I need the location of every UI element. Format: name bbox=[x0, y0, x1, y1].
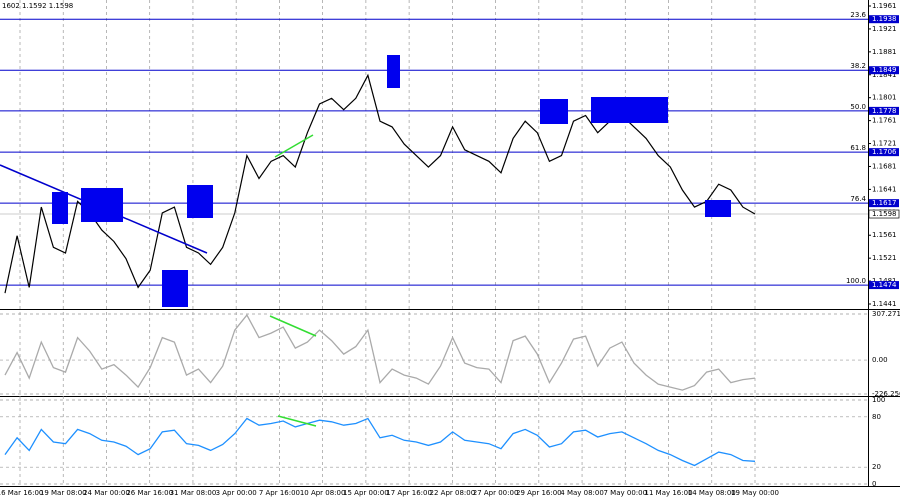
y-tick-label: 307.2712 bbox=[872, 310, 900, 318]
y-tick-label: 1.1441 bbox=[872, 300, 897, 308]
y-tick-label: -226.256 bbox=[872, 390, 900, 398]
y-tick-label: 1.1681 bbox=[872, 162, 897, 170]
fib-price-box bbox=[869, 199, 899, 208]
fib-price: 1.1617 bbox=[872, 199, 897, 207]
zone-box bbox=[52, 192, 68, 224]
series-line bbox=[4, 313, 756, 391]
x-tick-label: 26 Mar 16:00 bbox=[126, 489, 173, 497]
fib-ratio: 50.0 bbox=[850, 103, 866, 111]
fib-ratio: 23.6 bbox=[850, 11, 866, 19]
last-price: 1.1598 bbox=[872, 210, 897, 218]
y-tick-label: 1.1881 bbox=[872, 48, 897, 56]
x-tick-label: 15 Apr 00:00 bbox=[343, 489, 389, 497]
y-tick-label: 1.1921 bbox=[872, 25, 897, 33]
x-tick-label: 19 May 00:00 bbox=[731, 489, 779, 497]
y-tick-label: 1.1761 bbox=[872, 117, 897, 125]
divergence-line bbox=[277, 415, 317, 427]
zone-box bbox=[81, 188, 123, 222]
x-tick-label: 22 Apr 08:00 bbox=[430, 489, 476, 497]
zone-box bbox=[162, 270, 188, 307]
fib-price-box bbox=[869, 106, 899, 115]
x-tick-label: 3 Apr 00:00 bbox=[216, 489, 257, 497]
y-tick-label: 1.1721 bbox=[872, 140, 897, 148]
y-tick-label: 1.1561 bbox=[872, 231, 897, 239]
x-tick-label: 16 Mar 16:00 bbox=[0, 489, 43, 497]
fib-price: 1.1849 bbox=[872, 66, 897, 74]
y-tick-label: 1.1961 bbox=[872, 2, 897, 10]
y-tick-label: 1.1481 bbox=[872, 277, 897, 285]
divergence-line bbox=[274, 134, 314, 158]
y-tick-label: 100 bbox=[872, 396, 885, 404]
x-tick-label: 14 May 08:00 bbox=[688, 489, 736, 497]
y-tick-label: 80 bbox=[872, 413, 881, 421]
last-price-box bbox=[868, 209, 900, 219]
analysis-shapes bbox=[0, 55, 731, 427]
zone-box bbox=[705, 200, 731, 217]
fib-price-box bbox=[869, 15, 899, 24]
series-line bbox=[4, 73, 756, 294]
fib-price: 1.1938 bbox=[872, 15, 897, 23]
fib-price: 1.1706 bbox=[872, 148, 897, 156]
fib-ratio: 76.4 bbox=[850, 195, 866, 203]
zone-box bbox=[187, 185, 213, 218]
x-tick-label: 11 May 16:00 bbox=[645, 489, 693, 497]
fib-ratio: 61.8 bbox=[850, 144, 866, 152]
x-tick-label: 24 Mar 00:00 bbox=[83, 489, 130, 497]
divergence-line bbox=[269, 315, 317, 337]
fib-ratio: 100.0 bbox=[846, 277, 866, 285]
x-tick-label: 7 Apr 16:00 bbox=[259, 489, 300, 497]
x-tick-label: 4 May 08:00 bbox=[560, 489, 604, 497]
fib-price-box bbox=[869, 281, 899, 290]
fib-price: 1.1778 bbox=[872, 107, 897, 115]
fib-price-box bbox=[869, 148, 899, 157]
fib-price: 1.1474 bbox=[872, 281, 897, 289]
zone-box bbox=[387, 55, 400, 88]
y-tick-label: 1.1521 bbox=[872, 254, 897, 262]
x-tick-label: 7 May 00:00 bbox=[604, 489, 648, 497]
zones bbox=[52, 55, 731, 307]
y-tick-label: 1.1841 bbox=[872, 71, 897, 79]
y-tick-label: 1.1801 bbox=[872, 94, 897, 102]
zone-box bbox=[591, 97, 668, 123]
x-tick-label: 31 Mar 08:00 bbox=[170, 489, 217, 497]
y-tick-label: 0.00 bbox=[872, 356, 888, 364]
y-tick-label: 1.1641 bbox=[872, 185, 897, 193]
x-tick-label: 10 Apr 08:00 bbox=[300, 489, 346, 497]
zone-box bbox=[540, 99, 568, 124]
header: 1602 1.1592 1.1598 bbox=[2, 2, 73, 10]
x-tick-label: 19 Mar 08:00 bbox=[40, 489, 87, 497]
x-tick-label: 27 Apr 00:00 bbox=[473, 489, 519, 497]
fib-price-box bbox=[869, 66, 899, 75]
series-line bbox=[4, 417, 756, 467]
x-tick-label: 17 Apr 16:00 bbox=[386, 489, 432, 497]
x-tick-label: 29 Apr 16:00 bbox=[516, 489, 562, 497]
fib-ratio: 38.2 bbox=[850, 62, 866, 70]
y-tick-label: 20 bbox=[872, 463, 881, 471]
y-tick-label: 0 bbox=[872, 480, 876, 488]
